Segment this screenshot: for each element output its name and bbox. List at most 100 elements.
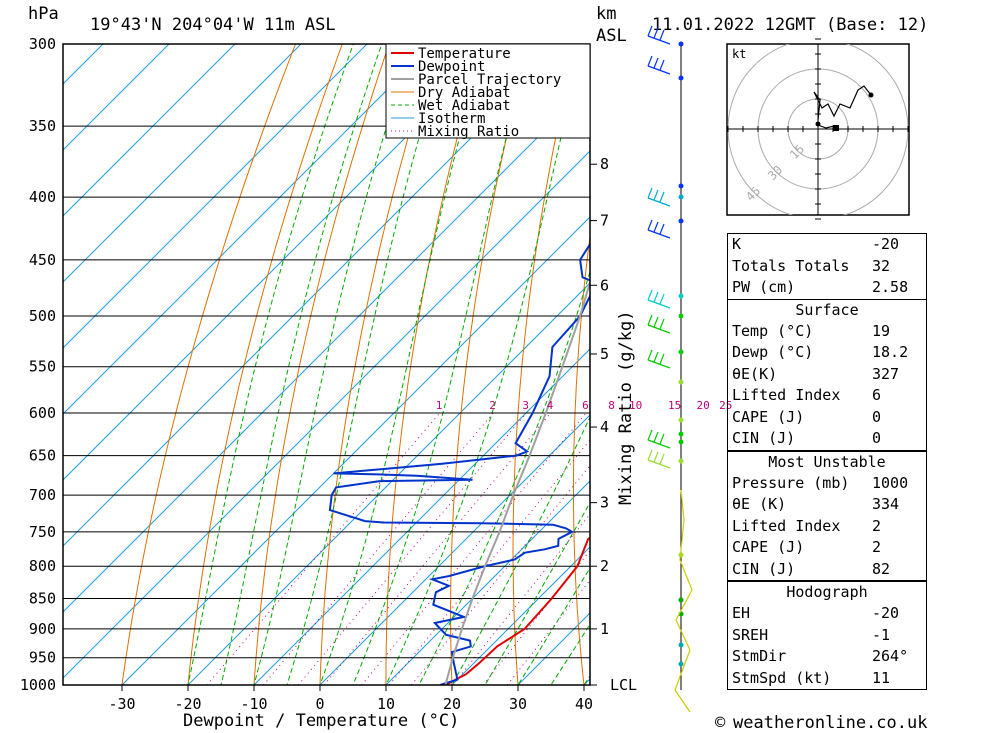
stat-value: 0 — [872, 429, 882, 447]
mixing-ratio-axis-title: Mixing Ratio (g/kg) — [616, 311, 636, 505]
mixing-ratio-line — [323, 412, 551, 685]
pressure-tick-label: 1000 — [20, 676, 56, 694]
wind-level-dot — [678, 194, 684, 200]
pressure-tick-label: 700 — [29, 486, 56, 504]
stat-label: Totals Totals — [732, 256, 850, 275]
stat-label: EH — [732, 604, 751, 622]
sounding-series — [328, 242, 590, 685]
isotherm-line — [63, 44, 500, 481]
stat-value: 11 — [872, 668, 891, 687]
wind-barb — [647, 429, 671, 449]
stat-label: Pressure (mb) — [732, 473, 850, 492]
x-tick-label: 0 — [315, 695, 324, 713]
wind-level-dot — [678, 379, 684, 385]
wet-adiabat-line — [451, 415, 590, 685]
height-tick-label: LCL — [610, 676, 637, 694]
most-unstable-title: Most Unstable — [768, 452, 886, 471]
website-credit: weatheronline.co.uk — [733, 713, 927, 733]
stat-value: 18.2 — [872, 343, 909, 361]
x-tick-label: 40 — [575, 695, 593, 713]
mixing-ratio-label: 1 — [436, 399, 443, 412]
stat-value: 32 — [872, 256, 891, 275]
isotherm-line — [63, 44, 566, 547]
mixing-ratio-label: 20 — [696, 399, 709, 412]
wind-level-dot — [678, 313, 684, 319]
dewpoint-line — [328, 242, 590, 685]
pressure-tick-label: 300 — [29, 35, 56, 53]
mixing-ratio-label: 15 — [668, 399, 681, 412]
wind-hodo-trace — [674, 489, 693, 713]
isotherm-line — [319, 414, 590, 685]
wind-barb — [647, 349, 671, 369]
wet-adiabat-line — [352, 44, 531, 685]
stat-row: CIN (J) 0 — [728, 428, 926, 450]
height-tick-label: 1 — [600, 620, 609, 638]
mixing-ratio-label: 25 — [719, 399, 732, 412]
pressure-tick-label: 350 — [29, 117, 56, 135]
pressure-tick-label: 950 — [29, 649, 56, 667]
wind-level-dot — [678, 661, 684, 667]
dry-adiabat-line — [689, 7, 723, 711]
wind-level-dot — [678, 417, 684, 423]
hodograph-table: Hodograph EH -20 SREH -1 StmDir 264° StmSpd (k… — [727, 581, 927, 690]
wind-profile — [647, 25, 693, 713]
wet-adiabat-line — [286, 44, 448, 685]
wet-adiabat-line — [385, 44, 584, 685]
wind-level-dot — [678, 183, 684, 189]
x-tick-label: -30 — [108, 695, 135, 713]
hodograph-unit: kt — [732, 47, 746, 61]
stat-row: θE(K) 327 — [728, 364, 926, 386]
x-tick-label: -10 — [240, 695, 267, 713]
dry-adiabat-line — [253, 44, 390, 685]
storm-motion-marker — [833, 125, 839, 131]
isotherm-line — [451, 546, 590, 685]
wet-adiabat-line — [484, 501, 590, 685]
stat-label: PW (cm) — [732, 278, 796, 296]
stat-row: Lifted Index 6 — [728, 385, 926, 407]
stat-row: StmDir 264° — [728, 646, 926, 668]
temperature-line — [444, 536, 590, 685]
x-axis-title: Dewpoint / Temperature (°C) — [183, 711, 459, 731]
chart-legend: Temperature Dewpoint Parcel Trajectory D… — [385, 43, 591, 140]
height-tick-label: 3 — [600, 494, 609, 512]
stat-label: StmDir — [732, 647, 787, 665]
dry-adiabat-line — [949, 7, 1000, 711]
wind-level-dot — [678, 458, 684, 464]
station-location: 19°43'N 204°04'W 11m ASL — [90, 15, 336, 35]
isotherm-line — [63, 44, 434, 415]
copyright-symbol: © — [715, 713, 726, 733]
wind-level-dot — [678, 41, 684, 47]
dry-adiabat-line — [121, 44, 297, 685]
stat-row: θE (K) 334 — [728, 494, 926, 516]
hodograph-title: Hodograph — [786, 583, 868, 601]
dry-adiabat-line — [632, 7, 677, 711]
hodograph-panel: kt 15 30 45 — [726, 38, 910, 220]
legend-dry-adiabat: Dry Adiabat — [418, 85, 511, 101]
stat-value: 6 — [872, 386, 882, 404]
wind-barb — [647, 289, 671, 309]
stat-label: CIN (J) — [732, 429, 796, 447]
dry-adiabat-line — [512, 44, 577, 685]
isotherm-line — [121, 216, 590, 685]
wet-adiabat-line — [550, 623, 590, 685]
stat-row: PW (cm) 2.58 — [728, 277, 926, 299]
stat-label: CAPE (J) — [732, 538, 805, 556]
x-tick-label: 30 — [509, 695, 527, 713]
wind-level-dot — [678, 597, 684, 603]
stat-value: -20 — [872, 235, 900, 253]
x-tick-label: -20 — [174, 695, 201, 713]
stat-row: SREH -1 — [728, 625, 926, 647]
parcel-trajectory-line — [444, 278, 590, 685]
isotherm-line — [63, 44, 236, 217]
stat-row: EH -20 — [728, 603, 926, 625]
stat-value: 327 — [872, 364, 900, 383]
wind-level-dot — [678, 431, 684, 437]
stat-row: Totals Totals 32 — [728, 256, 926, 278]
wind-barb — [647, 314, 671, 334]
legend-temperature: Temperature — [418, 46, 511, 62]
stat-label: SREH — [732, 625, 769, 644]
height-tick-label: 4 — [600, 418, 609, 436]
x-axis-ticks: -30 -20 -10 0 10 20 30 40 — [108, 685, 593, 713]
pressure-tick-label: 450 — [29, 251, 56, 269]
